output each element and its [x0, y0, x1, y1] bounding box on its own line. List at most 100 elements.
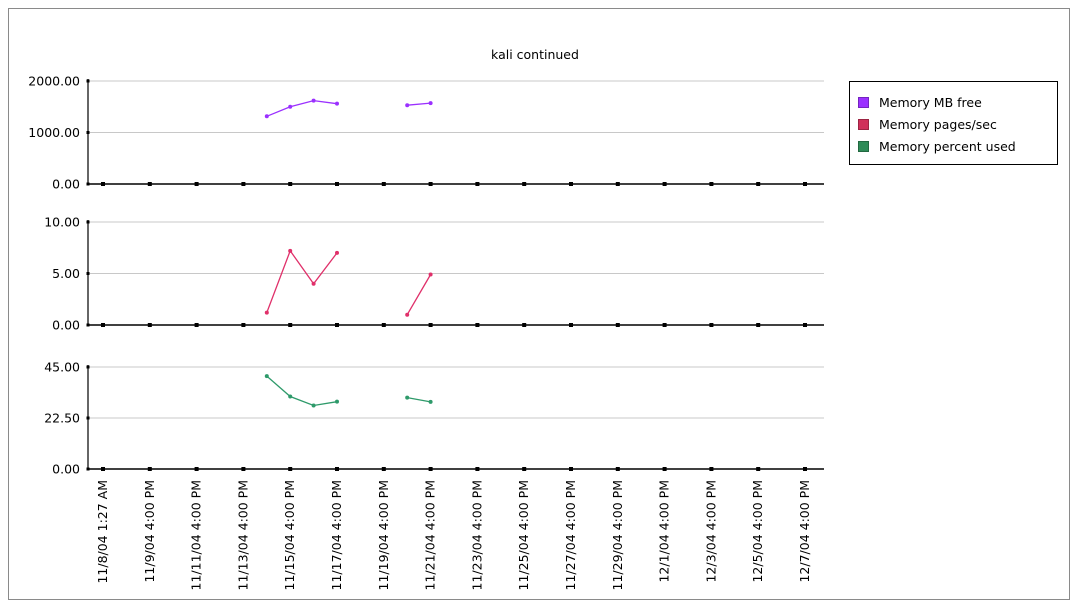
x-tick-mark	[756, 323, 761, 327]
data-point	[311, 281, 316, 286]
x-tick-label: 11/15/04 4:00 PM	[282, 480, 297, 590]
data-point	[335, 250, 339, 255]
x-tick-mark	[381, 182, 386, 186]
series-line	[407, 102, 431, 106]
x-tick-label: 11/11/04 4:00 PM	[189, 480, 204, 590]
chart-legend: Memory MB free Memory pages/sec Memory p…	[849, 81, 1058, 165]
legend-item-memory-percent-used: Memory percent used	[850, 135, 1057, 157]
series-line	[266, 99, 338, 117]
x-tick-mark	[147, 182, 152, 186]
y-tick-label: 0.00	[52, 318, 80, 333]
series-line	[407, 396, 431, 403]
x-tick-mark	[522, 182, 527, 186]
x-tick-mark	[335, 467, 339, 471]
legend-label: Memory MB free	[879, 94, 982, 110]
x-tick-mark	[335, 182, 339, 186]
y-tick-label: 0.00	[52, 462, 80, 477]
x-tick-mark	[475, 323, 480, 327]
x-tick-label: 12/7/04 4:00 PM	[797, 480, 812, 583]
data-point	[311, 98, 316, 103]
x-tick-mark	[709, 323, 714, 327]
x-tick-mark	[147, 323, 152, 327]
data-point	[428, 399, 433, 404]
x-tick-mark	[428, 323, 433, 327]
x-tick-label: 11/23/04 4:00 PM	[469, 480, 484, 590]
x-tick-mark	[194, 182, 199, 186]
x-tick-mark	[522, 323, 527, 327]
data-point	[428, 101, 433, 106]
chart-panel-3: 0.00 22.50 45.00	[44, 360, 824, 477]
x-tick-label: 12/5/04 4:00 PM	[750, 480, 765, 583]
data-point	[335, 399, 339, 404]
x-tick-mark	[288, 467, 293, 471]
series-line	[266, 375, 338, 407]
x-tick-mark	[381, 467, 386, 471]
y-tick-label: 1000.00	[28, 125, 80, 140]
data-point	[288, 394, 293, 399]
x-tick-mark	[101, 467, 105, 471]
data-point	[405, 103, 410, 108]
legend-swatch	[858, 118, 869, 130]
chart-panel-1: 0.00 1000.00 2000.00	[28, 74, 824, 192]
x-tick-mark	[288, 182, 293, 186]
y-tick-label: 0.00	[52, 177, 80, 192]
series-line	[266, 249, 338, 313]
x-tick-label: 12/1/04 4:00 PM	[657, 480, 672, 583]
x-tick-mark	[241, 182, 246, 186]
x-tick-mark	[381, 323, 386, 327]
x-tick-mark	[709, 467, 714, 471]
legend-item-memory-pages-sec: Memory pages/sec	[850, 113, 1057, 135]
x-tick-mark	[475, 182, 480, 186]
x-tick-label: 11/19/04 4:00 PM	[376, 480, 391, 590]
x-tick-mark	[615, 467, 620, 471]
legend-label: Memory percent used	[879, 138, 1016, 154]
x-tick-mark	[569, 467, 573, 471]
x-tick-label: 11/8/04 1:27 AM	[95, 480, 110, 584]
y-tick-label: 22.50	[44, 411, 80, 426]
x-tick-mark	[288, 323, 293, 327]
x-tick-mark	[428, 182, 433, 186]
x-tick-label: 11/29/04 4:00 PM	[610, 480, 625, 590]
x-tick-mark	[803, 323, 807, 327]
data-point	[335, 101, 339, 106]
x-tick-mark	[756, 182, 761, 186]
x-tick-label: 11/21/04 4:00 PM	[423, 480, 438, 590]
x-tick-mark	[522, 467, 527, 471]
data-point	[264, 310, 269, 315]
x-tick-mark	[662, 467, 667, 471]
x-tick-mark	[803, 182, 807, 186]
x-tick-mark	[803, 467, 807, 471]
x-tick-mark	[101, 323, 105, 327]
data-point	[428, 272, 433, 277]
data-point	[311, 403, 316, 408]
x-tick-mark	[662, 323, 667, 327]
y-tick-label: 2000.00	[28, 74, 80, 89]
legend-swatch	[858, 96, 869, 108]
x-tick-label: 11/9/04 4:00 PM	[142, 480, 157, 583]
x-tick-mark	[101, 182, 105, 186]
x-tick-mark	[756, 467, 761, 471]
data-point	[405, 312, 410, 317]
series-line	[406, 274, 432, 316]
x-tick-mark	[194, 467, 199, 471]
data-point	[405, 395, 410, 400]
data-point	[288, 104, 293, 109]
x-tick-mark	[569, 323, 573, 327]
x-tick-mark	[615, 182, 620, 186]
x-tick-label: 12/3/04 4:00 PM	[703, 480, 718, 583]
x-tick-label: 11/17/04 4:00 PM	[329, 480, 344, 590]
x-tick-mark	[241, 467, 246, 471]
x-tick-mark	[475, 467, 480, 471]
chart-panel-2: 0.00 5.00 10.00	[44, 215, 824, 333]
x-tick-mark	[709, 182, 714, 186]
y-tick-label: 10.00	[44, 215, 80, 230]
legend-label: Memory pages/sec	[879, 116, 997, 132]
x-tick-mark	[615, 323, 620, 327]
x-tick-mark	[569, 182, 573, 186]
x-tick-mark	[241, 323, 246, 327]
data-point	[264, 114, 269, 119]
x-tick-mark	[194, 323, 199, 327]
y-tick-label: 45.00	[44, 360, 80, 375]
x-tick-label: 11/27/04 4:00 PM	[563, 480, 578, 590]
